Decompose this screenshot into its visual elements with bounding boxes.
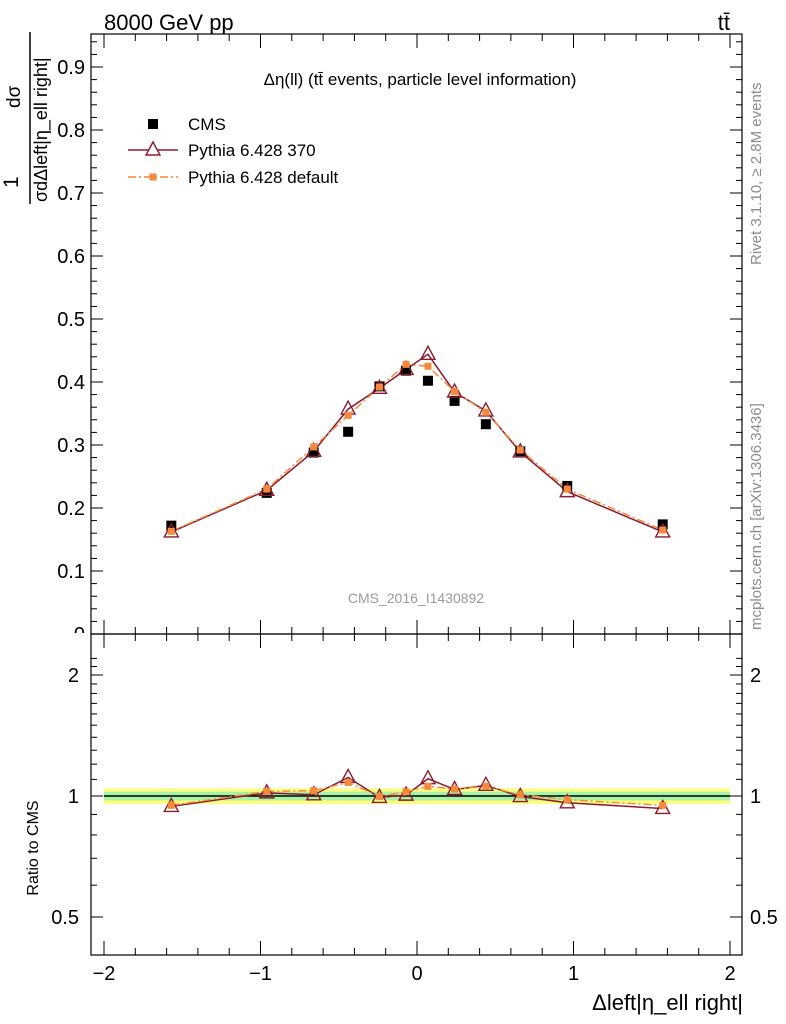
x-tick-label: −1	[249, 963, 272, 985]
energy-label: 8000 GeV pp	[104, 10, 234, 35]
ratio-y-tick-label: 0.5	[51, 907, 79, 929]
ratio-series-line-1	[171, 781, 663, 807]
cms-point	[166, 520, 177, 531]
main-y-label: 1 dσ σdΔleft|η_ell right|	[0, 32, 52, 204]
ratio-pythia-default-point	[451, 785, 459, 793]
cms-point	[308, 447, 319, 458]
ratio-y-tick-label: 1	[68, 786, 79, 808]
main-y-tick-label: 0.7	[57, 183, 85, 205]
main-panel: Δη(ll) (tt̄ events, particle level infor…	[57, 33, 743, 646]
ratio-pythia-default-point	[344, 778, 352, 786]
main-y-tick-label: 0.2	[57, 498, 85, 520]
pythia-default-point	[263, 485, 271, 493]
main-y-tick-label: 0.9	[57, 57, 85, 79]
main-series	[163, 344, 671, 538]
cms-point	[422, 375, 433, 386]
ratio-pythia-default-point	[659, 801, 667, 809]
pythia-default-point	[424, 362, 432, 370]
pythia-default-point	[659, 526, 667, 534]
ratio-y-tick-label-right: 1	[750, 786, 761, 808]
pythia370-point	[397, 359, 415, 376]
x-tick-label: 1	[568, 963, 579, 985]
x-axis-label: Δleft|η_ell right|	[592, 990, 743, 1015]
chart-title: Δη(ll) (tt̄ events, particle level infor…	[264, 70, 577, 89]
ylabel-fraction-top: dσ	[4, 85, 25, 108]
ratio-axes: 0.5 0.5 1 1 2 2 −2 −1 0 1 2	[51, 633, 778, 985]
x-tick-label: 2	[724, 963, 735, 985]
ratio-y-label: Ratio to CMS	[25, 800, 42, 895]
ratio-bands	[104, 788, 730, 805]
ratio-y-tick-label-right: 2	[750, 665, 761, 687]
x-tick-label: −2	[93, 963, 116, 985]
ratio-pythia-default-point	[263, 787, 271, 795]
main-y-tick-label: 0.6	[57, 246, 85, 268]
legend-marker	[144, 140, 162, 156]
main-y-tick-label: 0.3	[57, 435, 85, 457]
ratio-pythia-default-point	[563, 796, 571, 804]
ratio-pythia-default-point	[516, 791, 524, 799]
ratio-y-tick-label-right: 0.5	[750, 907, 778, 929]
watermark: CMS_2016_I1430892	[348, 590, 484, 606]
legend-label: Pythia 6.428 default	[188, 168, 339, 187]
legend-marker	[148, 119, 158, 129]
main-series-line-1	[170, 353, 663, 533]
ylabel-fraction-bottom: σdΔleft|η_ell right|	[31, 57, 52, 202]
main-series-line-2	[170, 363, 664, 532]
legend-label: Pythia 6.428 370	[188, 141, 316, 160]
pythia-default-point	[563, 485, 571, 493]
ratio-pythia-default-point	[167, 801, 175, 809]
legend-label: CMS	[188, 115, 226, 134]
cms-point	[449, 395, 460, 406]
pythia-default-point	[516, 446, 524, 454]
main-y-tick-label: 0.8	[57, 120, 85, 142]
pythia-default-point	[402, 360, 410, 368]
pythia370-point	[419, 344, 437, 360]
cms-point	[343, 426, 354, 437]
pythia-default-point	[482, 408, 490, 416]
process-label: tt̄	[718, 10, 730, 35]
pythia-default-point	[451, 387, 459, 395]
ratio-pythia-default-point	[482, 782, 490, 790]
ratio-series-line-0	[171, 776, 663, 810]
ratio-pythia-default-point	[310, 787, 318, 795]
rivet-label: Rivet 3.1.10, ≥ 2.8M events	[748, 83, 765, 266]
main-y-tick-label: 0.5	[57, 309, 85, 331]
x-tick-label: 0	[411, 963, 422, 985]
cms-point	[261, 487, 272, 498]
pythia-default-point	[167, 527, 175, 535]
ratio-series	[163, 767, 671, 815]
mcplots-label: mcplots.cern.ch [arXiv:1306.3436]	[748, 403, 765, 630]
main-y-tick-label: 0.1	[57, 561, 85, 583]
main-axes: 0 0.1 0.2 0.3 0.4 0.5 0.6 0.7 0.8 0.9	[57, 33, 743, 646]
pythia-default-point	[344, 411, 352, 419]
ylabel-numerator: 1	[0, 176, 23, 188]
legend-marker	[149, 173, 157, 181]
ratio-y-tick-label: 2	[68, 665, 79, 687]
ratio-pythia-default-point	[375, 793, 383, 801]
main-y-tick-label: 0.4	[57, 372, 85, 394]
ratio-pythia-default-point	[402, 788, 410, 796]
ratio-pythia-default-point	[424, 782, 432, 790]
pythia-default-point	[375, 383, 383, 391]
cms-point	[480, 419, 491, 430]
cms-point	[401, 365, 412, 376]
ratio-panel: 0.5 0.5 1 1 2 2 −2 −1 0 1 2	[51, 633, 778, 985]
pythia-default-point	[310, 443, 318, 451]
main-y-tick-label: 0	[74, 624, 85, 646]
legend: CMS Pythia 6.428 370 Pythia 6.428 default	[128, 115, 339, 187]
